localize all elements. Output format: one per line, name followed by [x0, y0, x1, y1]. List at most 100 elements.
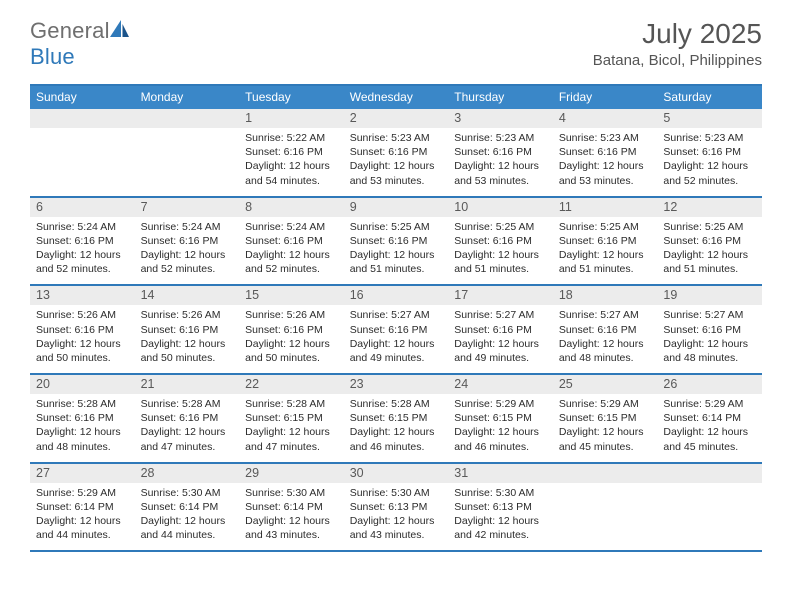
day-number: 2: [344, 109, 449, 128]
day-body: Sunrise: 5:24 AMSunset: 6:16 PMDaylight:…: [135, 217, 240, 285]
day-body: Sunrise: 5:29 AMSunset: 6:15 PMDaylight:…: [448, 394, 553, 462]
day-cell: 10Sunrise: 5:25 AMSunset: 6:16 PMDayligh…: [448, 198, 553, 285]
day-of-week-row: SundayMondayTuesdayWednesdayThursdayFrid…: [30, 86, 762, 109]
day-cell: 8Sunrise: 5:24 AMSunset: 6:16 PMDaylight…: [239, 198, 344, 285]
day-number: 27: [30, 464, 135, 483]
day-number: 14: [135, 286, 240, 305]
brand-logo: General Blue: [30, 18, 130, 70]
day-body: [30, 128, 135, 190]
day-body: Sunrise: 5:26 AMSunset: 6:16 PMDaylight:…: [30, 305, 135, 373]
day-number: 21: [135, 375, 240, 394]
dow-cell: Saturday: [657, 86, 762, 109]
day-number: [30, 109, 135, 128]
header: General Blue July 2025 Batana, Bicol, Ph…: [0, 0, 792, 78]
day-cell: 22Sunrise: 5:28 AMSunset: 6:15 PMDayligh…: [239, 375, 344, 462]
day-number: [135, 109, 240, 128]
dow-cell: Wednesday: [344, 86, 449, 109]
day-number: 5: [657, 109, 762, 128]
day-cell: 21Sunrise: 5:28 AMSunset: 6:16 PMDayligh…: [135, 375, 240, 462]
day-body: Sunrise: 5:23 AMSunset: 6:16 PMDaylight:…: [344, 128, 449, 196]
day-body: Sunrise: 5:29 AMSunset: 6:14 PMDaylight:…: [657, 394, 762, 462]
day-cell: 26Sunrise: 5:29 AMSunset: 6:14 PMDayligh…: [657, 375, 762, 462]
calendar: SundayMondayTuesdayWednesdayThursdayFrid…: [30, 84, 762, 552]
day-body: Sunrise: 5:28 AMSunset: 6:16 PMDaylight:…: [30, 394, 135, 462]
day-body: Sunrise: 5:26 AMSunset: 6:16 PMDaylight:…: [239, 305, 344, 373]
day-body: Sunrise: 5:27 AMSunset: 6:16 PMDaylight:…: [657, 305, 762, 373]
day-number: 9: [344, 198, 449, 217]
day-cell: 24Sunrise: 5:29 AMSunset: 6:15 PMDayligh…: [448, 375, 553, 462]
day-cell: 15Sunrise: 5:26 AMSunset: 6:16 PMDayligh…: [239, 286, 344, 373]
day-number: 12: [657, 198, 762, 217]
day-cell: 18Sunrise: 5:27 AMSunset: 6:16 PMDayligh…: [553, 286, 658, 373]
brand-general: General: [30, 18, 110, 43]
dow-cell: Sunday: [30, 86, 135, 109]
day-number: 13: [30, 286, 135, 305]
day-cell: 27Sunrise: 5:29 AMSunset: 6:14 PMDayligh…: [30, 464, 135, 551]
day-cell: 29Sunrise: 5:30 AMSunset: 6:14 PMDayligh…: [239, 464, 344, 551]
day-number: 18: [553, 286, 658, 305]
day-body: Sunrise: 5:24 AMSunset: 6:16 PMDaylight:…: [30, 217, 135, 285]
day-cell: 20Sunrise: 5:28 AMSunset: 6:16 PMDayligh…: [30, 375, 135, 462]
day-body: Sunrise: 5:28 AMSunset: 6:16 PMDaylight:…: [135, 394, 240, 462]
day-cell: 13Sunrise: 5:26 AMSunset: 6:16 PMDayligh…: [30, 286, 135, 373]
day-body: Sunrise: 5:23 AMSunset: 6:16 PMDaylight:…: [448, 128, 553, 196]
page-title: July 2025: [593, 18, 762, 50]
day-number: 29: [239, 464, 344, 483]
day-body: Sunrise: 5:23 AMSunset: 6:16 PMDaylight:…: [553, 128, 658, 196]
day-body: Sunrise: 5:25 AMSunset: 6:16 PMDaylight:…: [344, 217, 449, 285]
week-row: 6Sunrise: 5:24 AMSunset: 6:16 PMDaylight…: [30, 198, 762, 287]
day-number: [553, 464, 658, 483]
day-cell: 2Sunrise: 5:23 AMSunset: 6:16 PMDaylight…: [344, 109, 449, 196]
day-number: 7: [135, 198, 240, 217]
day-cell: [30, 109, 135, 196]
day-number: 4: [553, 109, 658, 128]
day-number: 28: [135, 464, 240, 483]
day-cell: 31Sunrise: 5:30 AMSunset: 6:13 PMDayligh…: [448, 464, 553, 551]
day-body: Sunrise: 5:30 AMSunset: 6:14 PMDaylight:…: [135, 483, 240, 551]
weeks-container: 1Sunrise: 5:22 AMSunset: 6:16 PMDaylight…: [30, 109, 762, 552]
day-cell: 1Sunrise: 5:22 AMSunset: 6:16 PMDaylight…: [239, 109, 344, 196]
day-cell: 11Sunrise: 5:25 AMSunset: 6:16 PMDayligh…: [553, 198, 658, 285]
day-cell: 17Sunrise: 5:27 AMSunset: 6:16 PMDayligh…: [448, 286, 553, 373]
day-cell: 16Sunrise: 5:27 AMSunset: 6:16 PMDayligh…: [344, 286, 449, 373]
day-body: Sunrise: 5:22 AMSunset: 6:16 PMDaylight:…: [239, 128, 344, 196]
day-body: Sunrise: 5:30 AMSunset: 6:14 PMDaylight:…: [239, 483, 344, 551]
location-text: Batana, Bicol, Philippines: [593, 52, 762, 69]
day-body: [135, 128, 240, 190]
day-body: Sunrise: 5:30 AMSunset: 6:13 PMDaylight:…: [344, 483, 449, 551]
day-cell: [135, 109, 240, 196]
title-block: July 2025 Batana, Bicol, Philippines: [593, 18, 762, 69]
day-cell: 30Sunrise: 5:30 AMSunset: 6:13 PMDayligh…: [344, 464, 449, 551]
day-body: Sunrise: 5:27 AMSunset: 6:16 PMDaylight:…: [344, 305, 449, 373]
day-number: 23: [344, 375, 449, 394]
day-number: 22: [239, 375, 344, 394]
day-number: 24: [448, 375, 553, 394]
day-number: 31: [448, 464, 553, 483]
day-cell: 9Sunrise: 5:25 AMSunset: 6:16 PMDaylight…: [344, 198, 449, 285]
day-number: 6: [30, 198, 135, 217]
brand-blue: Blue: [30, 44, 75, 69]
day-cell: 6Sunrise: 5:24 AMSunset: 6:16 PMDaylight…: [30, 198, 135, 285]
day-body: Sunrise: 5:24 AMSunset: 6:16 PMDaylight:…: [239, 217, 344, 285]
day-body: [553, 483, 658, 545]
day-cell: 12Sunrise: 5:25 AMSunset: 6:16 PMDayligh…: [657, 198, 762, 285]
day-number: 3: [448, 109, 553, 128]
day-number: 10: [448, 198, 553, 217]
day-number: 8: [239, 198, 344, 217]
day-number: 16: [344, 286, 449, 305]
day-cell: 23Sunrise: 5:28 AMSunset: 6:15 PMDayligh…: [344, 375, 449, 462]
week-row: 27Sunrise: 5:29 AMSunset: 6:14 PMDayligh…: [30, 464, 762, 553]
day-cell: 7Sunrise: 5:24 AMSunset: 6:16 PMDaylight…: [135, 198, 240, 285]
week-row: 1Sunrise: 5:22 AMSunset: 6:16 PMDaylight…: [30, 109, 762, 198]
sail-icon: [110, 20, 130, 38]
day-number: 20: [30, 375, 135, 394]
day-cell: 14Sunrise: 5:26 AMSunset: 6:16 PMDayligh…: [135, 286, 240, 373]
day-cell: 19Sunrise: 5:27 AMSunset: 6:16 PMDayligh…: [657, 286, 762, 373]
day-body: Sunrise: 5:26 AMSunset: 6:16 PMDaylight:…: [135, 305, 240, 373]
day-number: 17: [448, 286, 553, 305]
day-body: Sunrise: 5:25 AMSunset: 6:16 PMDaylight:…: [657, 217, 762, 285]
day-number: 15: [239, 286, 344, 305]
day-cell: 28Sunrise: 5:30 AMSunset: 6:14 PMDayligh…: [135, 464, 240, 551]
day-body: Sunrise: 5:28 AMSunset: 6:15 PMDaylight:…: [239, 394, 344, 462]
day-body: Sunrise: 5:27 AMSunset: 6:16 PMDaylight:…: [553, 305, 658, 373]
